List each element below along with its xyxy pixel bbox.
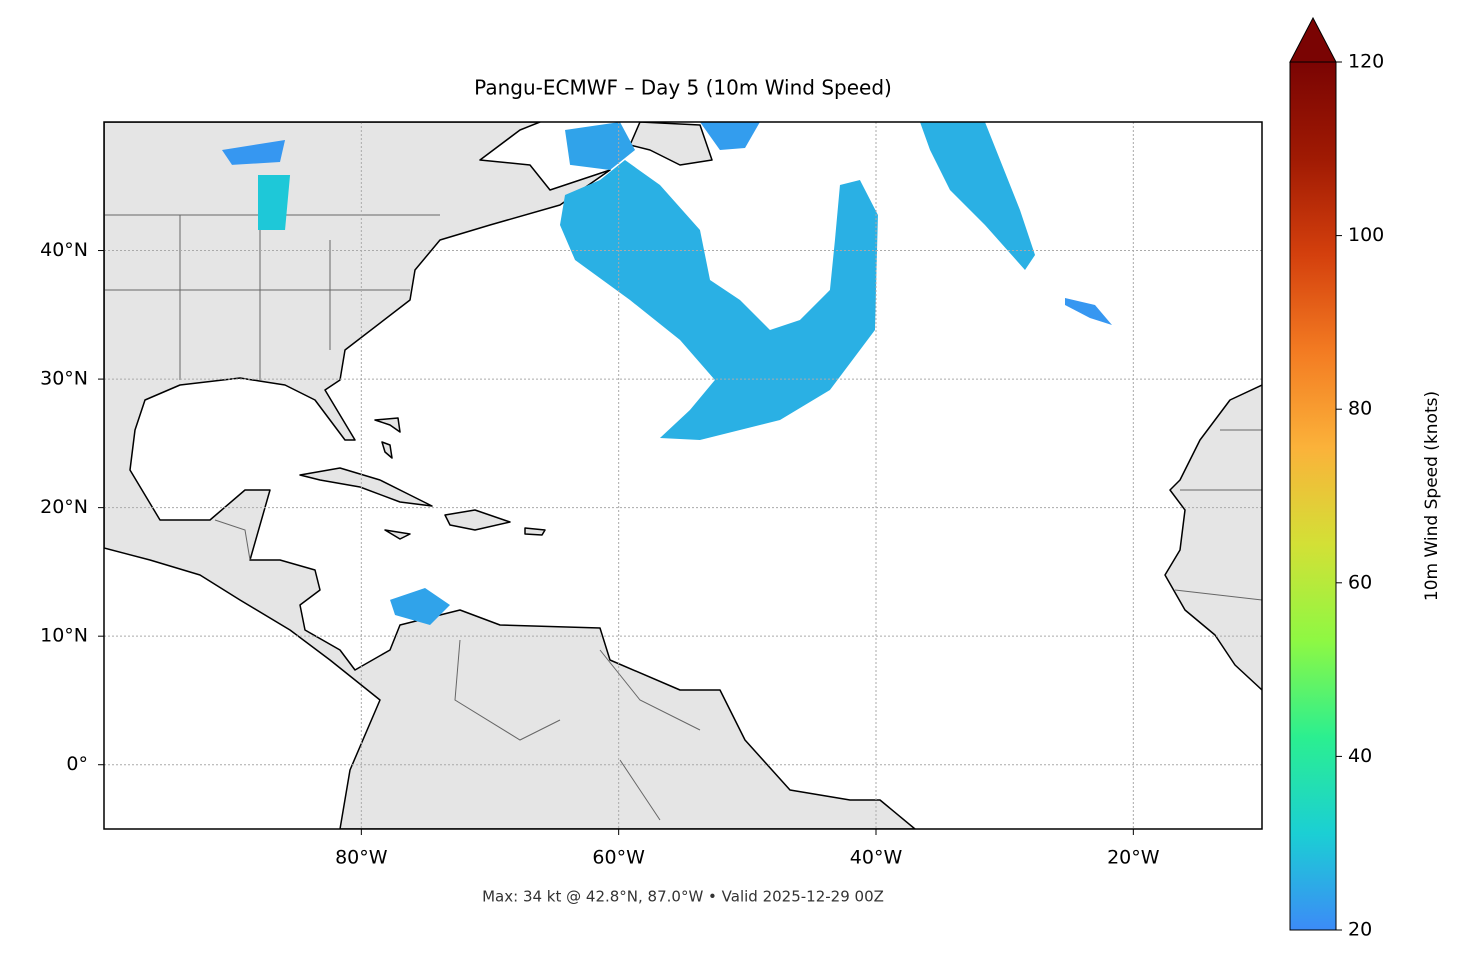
grid xyxy=(104,122,1262,829)
cuba xyxy=(299,467,433,507)
wind-area xyxy=(920,122,1036,270)
colorbar-tick-label: 100 xyxy=(1348,224,1384,246)
colorbar xyxy=(1289,61,1337,931)
puerto-rico xyxy=(524,527,546,536)
y-tick-label: 20°N xyxy=(40,496,88,518)
wind-area xyxy=(258,174,291,230)
colorbar-tick-label: 40 xyxy=(1348,745,1372,767)
africa xyxy=(1164,384,1262,691)
jamaica xyxy=(384,529,411,540)
y-tick-label: 10°N xyxy=(40,625,88,647)
wind-area xyxy=(699,122,760,151)
x-tick-label: 60°W xyxy=(592,847,645,869)
annotation: Max: 34 kt @ 42.8°N, 87.0°W • Valid 2025… xyxy=(482,888,884,906)
colorbar-tick-label: 80 xyxy=(1348,398,1372,420)
x-tick-label: 80°W xyxy=(335,847,388,869)
chart-title: Pangu-ECMWF – Day 5 (10m Wind Speed) xyxy=(474,76,892,100)
map xyxy=(104,122,1262,829)
wind-area xyxy=(559,160,878,441)
wind-area xyxy=(565,122,636,170)
y-tick-label: 0° xyxy=(66,753,88,775)
wind-area xyxy=(221,139,286,165)
wind-area xyxy=(1065,297,1112,325)
y-tick-label: 30°N xyxy=(40,368,88,390)
colorbar-extend xyxy=(1289,16,1337,63)
americas xyxy=(104,122,916,829)
bahamas xyxy=(374,417,401,459)
colorbar-tick-label: 60 xyxy=(1348,571,1372,593)
hispaniola xyxy=(444,509,511,531)
wind-layer xyxy=(221,122,1112,625)
wind-area xyxy=(390,587,450,625)
plot-frame xyxy=(103,121,1263,830)
colorbar-tick-label: 120 xyxy=(1348,51,1384,73)
x-tick-label: 20°W xyxy=(1107,847,1160,869)
y-tick-label: 40°N xyxy=(40,239,88,261)
x-tick-label: 40°W xyxy=(850,847,903,869)
colorbar-label: 10m Wind Speed (knots) xyxy=(1422,391,1442,601)
colorbar-tick-label: 20 xyxy=(1348,919,1372,941)
